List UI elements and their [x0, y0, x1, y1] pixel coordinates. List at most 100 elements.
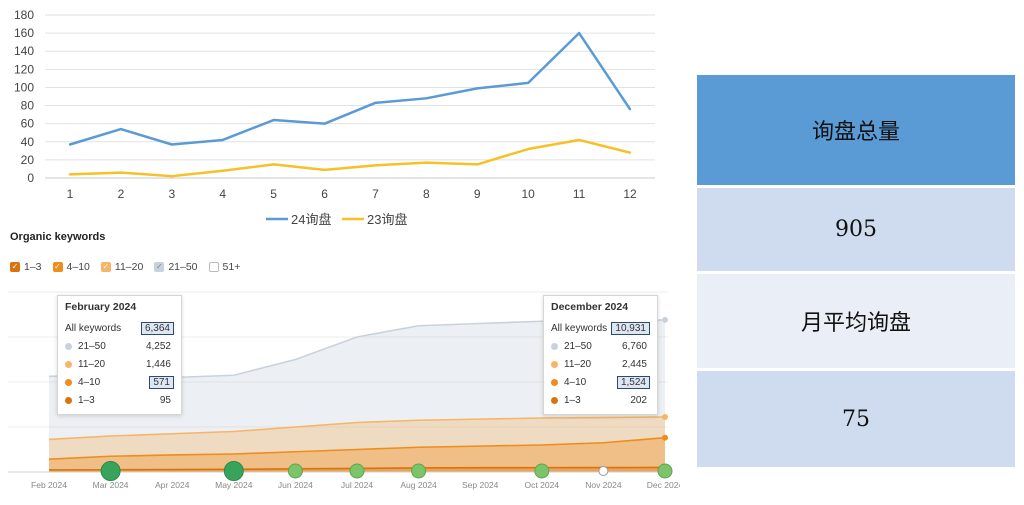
- x-tick-label: 1: [67, 187, 74, 201]
- x-tick-label: Dec 2024: [647, 480, 680, 490]
- event-marker: [100, 461, 121, 481]
- data-point: [323, 168, 326, 172]
- tooltip-all-value: 10,931: [611, 321, 650, 335]
- event-marker: [287, 463, 303, 479]
- monthly-average-value-cell: 75: [697, 371, 1015, 467]
- x-tick-label: 4: [219, 187, 226, 201]
- tooltip-row-value: 95: [159, 394, 171, 406]
- data-point: [323, 122, 326, 125]
- data-point: [425, 161, 428, 164]
- area-band: [49, 416, 665, 472]
- event-marker: [411, 463, 427, 479]
- tooltip-december-2024: December 2024 All keywords 10,931 21–50 6…: [543, 295, 658, 415]
- series-end-point: [662, 316, 668, 323]
- x-tick-label: Jun 2024: [278, 480, 313, 490]
- event-marker: [223, 461, 244, 481]
- tooltip-row-label: 4–10: [564, 376, 587, 388]
- data-point: [221, 169, 224, 172]
- tooltip-row-value: 1,446: [145, 358, 171, 370]
- tooltip-row: 21–50 4,252: [65, 337, 174, 355]
- x-tick-label: May 2024: [215, 480, 253, 490]
- checkbox-icon[interactable]: ✓: [100, 262, 111, 272]
- data-point: [374, 164, 377, 167]
- tooltip-row: 1–3 202: [551, 391, 650, 409]
- x-tick-label: 11: [573, 187, 586, 201]
- total-inquiries-header: 询盘总量: [697, 75, 1015, 185]
- tooltip-row-label: 1–3: [564, 394, 581, 406]
- series-dot-icon: [551, 396, 558, 404]
- x-tick-label: Mar 2024: [93, 480, 129, 490]
- data-point: [170, 174, 174, 178]
- legend-toggle[interactable]: 51+: [208, 261, 240, 273]
- y-tick-label: 20: [21, 153, 35, 167]
- tooltip-row: 4–10 571: [65, 373, 174, 391]
- monthly-average-value: 75: [842, 406, 870, 432]
- legend-toggle[interactable]: ✓ 1–3: [10, 261, 42, 273]
- tooltip-row-label: 21–50: [78, 340, 106, 352]
- tooltip-row-value: 202: [630, 394, 647, 406]
- legend-label: 4–10: [66, 261, 90, 273]
- y-tick-label: 80: [21, 99, 35, 113]
- series-dot-icon: [551, 360, 558, 368]
- tooltip-row-value: 2,445: [621, 358, 647, 370]
- data-point: [221, 138, 224, 142]
- data-point: [577, 138, 581, 142]
- tooltip-row: 21–50 6,760: [551, 337, 650, 355]
- keyword-position-legend: ✓ 1–3 ✓ 4–10 ✓ 11–20 ✓ 21–50 51+: [10, 261, 240, 273]
- event-marker: [598, 466, 609, 476]
- tooltip-row-label: 1–3: [78, 394, 95, 406]
- checkbox-icon[interactable]: ✓: [52, 262, 63, 272]
- organic-keywords-title: Organic keywords: [10, 231, 106, 243]
- tooltip-row-label: 11–20: [78, 358, 106, 370]
- data-point: [577, 31, 581, 35]
- x-tick-label: 5: [270, 187, 277, 201]
- tooltip-row: 4–10 1,524: [551, 373, 650, 391]
- tooltip-row-value: 571: [149, 375, 174, 389]
- tooltip-row-value: 1,524: [616, 375, 650, 389]
- organic-keywords-area-chart: Feb 2024 Mar 2024 Apr 2024 May 2024 Jun 2024…: [8, 291, 680, 490]
- x-tick-label: 12: [623, 187, 637, 201]
- y-tick-label: 40: [21, 135, 35, 149]
- data-point: [272, 163, 275, 166]
- series-line: [69, 138, 631, 178]
- legend-toggle[interactable]: ✓ 21–50: [154, 261, 198, 273]
- data-point: [476, 87, 479, 90]
- tooltip-row-value: 4,252: [145, 340, 171, 352]
- data-point: [526, 81, 530, 85]
- series-end-point: [662, 413, 668, 420]
- legend-toggle[interactable]: ✓ 4–10: [52, 261, 90, 273]
- series-dot-icon: [65, 396, 72, 404]
- data-point: [170, 143, 174, 146]
- legend-label: 21–50: [168, 261, 198, 273]
- event-marker: [657, 463, 673, 479]
- total-inquiries-value-cell: 905: [697, 188, 1015, 271]
- data-point: [526, 147, 530, 151]
- data-point: [476, 163, 479, 166]
- x-tick-label: 9: [474, 187, 481, 201]
- x-tick-label: Jul 2024: [341, 480, 373, 490]
- x-tick-label: 6: [321, 187, 328, 201]
- area-line: [48, 416, 666, 441]
- legend-toggle[interactable]: ✓ 11–20: [100, 261, 144, 273]
- y-tick-label: 60: [21, 117, 35, 131]
- x-tick-label: Sep 2024: [462, 480, 499, 490]
- x-tick-label: 7: [372, 187, 379, 201]
- legend-label: 1–3: [24, 261, 42, 273]
- tooltip-all-label: All keywords: [65, 322, 122, 334]
- area-line: [48, 436, 666, 460]
- x-tick-label: 10: [522, 187, 536, 201]
- legend-label: 11–20: [114, 261, 144, 273]
- event-marker: [349, 463, 365, 479]
- series-dot-icon: [551, 378, 558, 386]
- data-point: [628, 107, 632, 111]
- checkbox-icon[interactable]: [208, 262, 219, 272]
- x-tick-label: Nov 2024: [585, 480, 622, 490]
- y-tick-label: 0: [27, 171, 34, 185]
- series-line: [69, 31, 632, 146]
- y-tick-label: 160: [14, 26, 34, 40]
- monthly-average-label: 月平均询盘: [800, 311, 911, 336]
- checkbox-icon[interactable]: ✓: [10, 262, 20, 272]
- checkbox-icon[interactable]: ✓: [154, 262, 165, 272]
- data-point: [68, 143, 72, 146]
